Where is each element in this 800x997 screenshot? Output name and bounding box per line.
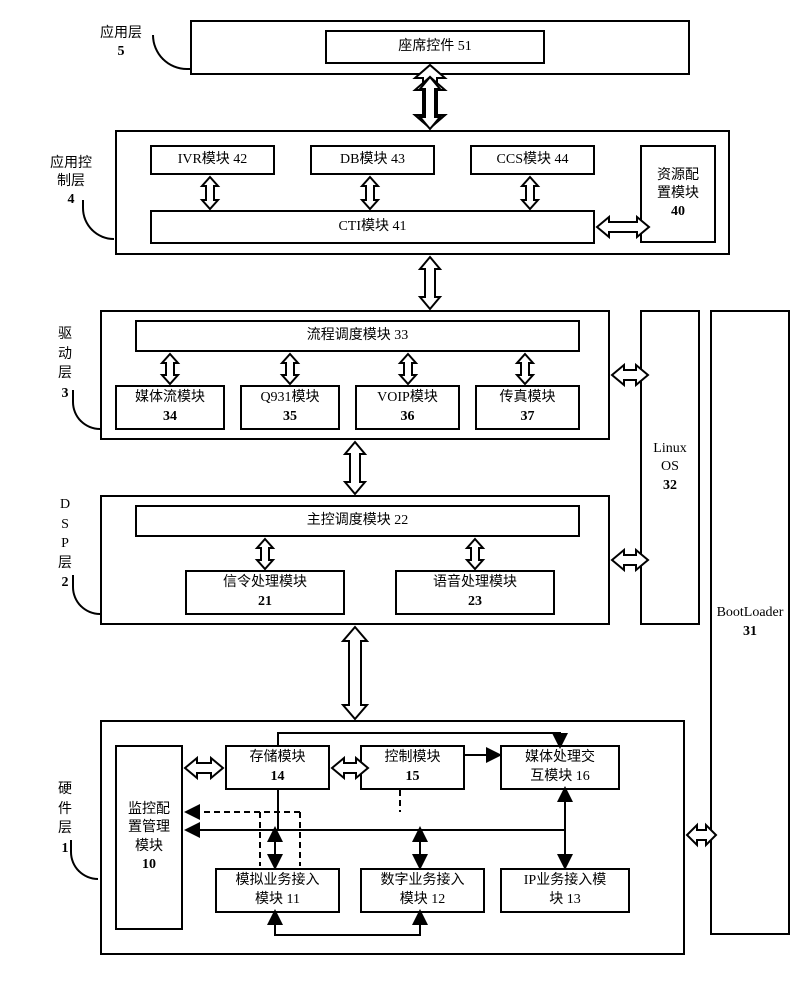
module-40: 资源配置模块40 [640, 145, 716, 243]
module-33: 流程调度模块 33 [135, 320, 580, 352]
module-14: 存储模块14 [225, 745, 330, 790]
module-22: 主控调度模块 22 [135, 505, 580, 537]
module-35: Q931模块35 [240, 385, 340, 430]
module-11: 模拟业务接入模块 11 [215, 868, 340, 913]
module-15: 控制模块15 [360, 745, 465, 790]
layer1-curve [70, 840, 98, 880]
module-44: CCS模块 44 [470, 145, 595, 175]
module-43: DB模块 43 [310, 145, 435, 175]
layer2-label: D S P 层 2 [58, 495, 72, 593]
layer5-label: 应用层 5 [100, 25, 142, 61]
module-16: 媒体处理交互模块 16 [500, 745, 620, 790]
layer3-label: 驱 动 层 3 [58, 325, 72, 403]
layer5-curve [152, 35, 192, 70]
module-21: 信令处理模块21 [185, 570, 345, 615]
module-34: 媒体流模块34 [115, 385, 225, 430]
layer2-curve [72, 575, 100, 615]
module-37: 传真模块37 [475, 385, 580, 430]
module-42: IVR模块 42 [150, 145, 275, 175]
module-10: 监控配置管理模块10 [115, 745, 183, 930]
module-23: 语音处理模块23 [395, 570, 555, 615]
module-32: LinuxOS32 [640, 310, 700, 625]
layer4-curve [82, 200, 114, 240]
module-31: BootLoader31 [710, 310, 790, 935]
layer3-curve [72, 390, 100, 430]
module-13: IP业务接入模块 13 [500, 868, 630, 913]
module-41: CTI模块 41 [150, 210, 595, 244]
module-36: VOIP模块36 [355, 385, 460, 430]
module-51: 座席控件 51 [325, 30, 545, 64]
module-12: 数字业务接入模块 12 [360, 868, 485, 913]
